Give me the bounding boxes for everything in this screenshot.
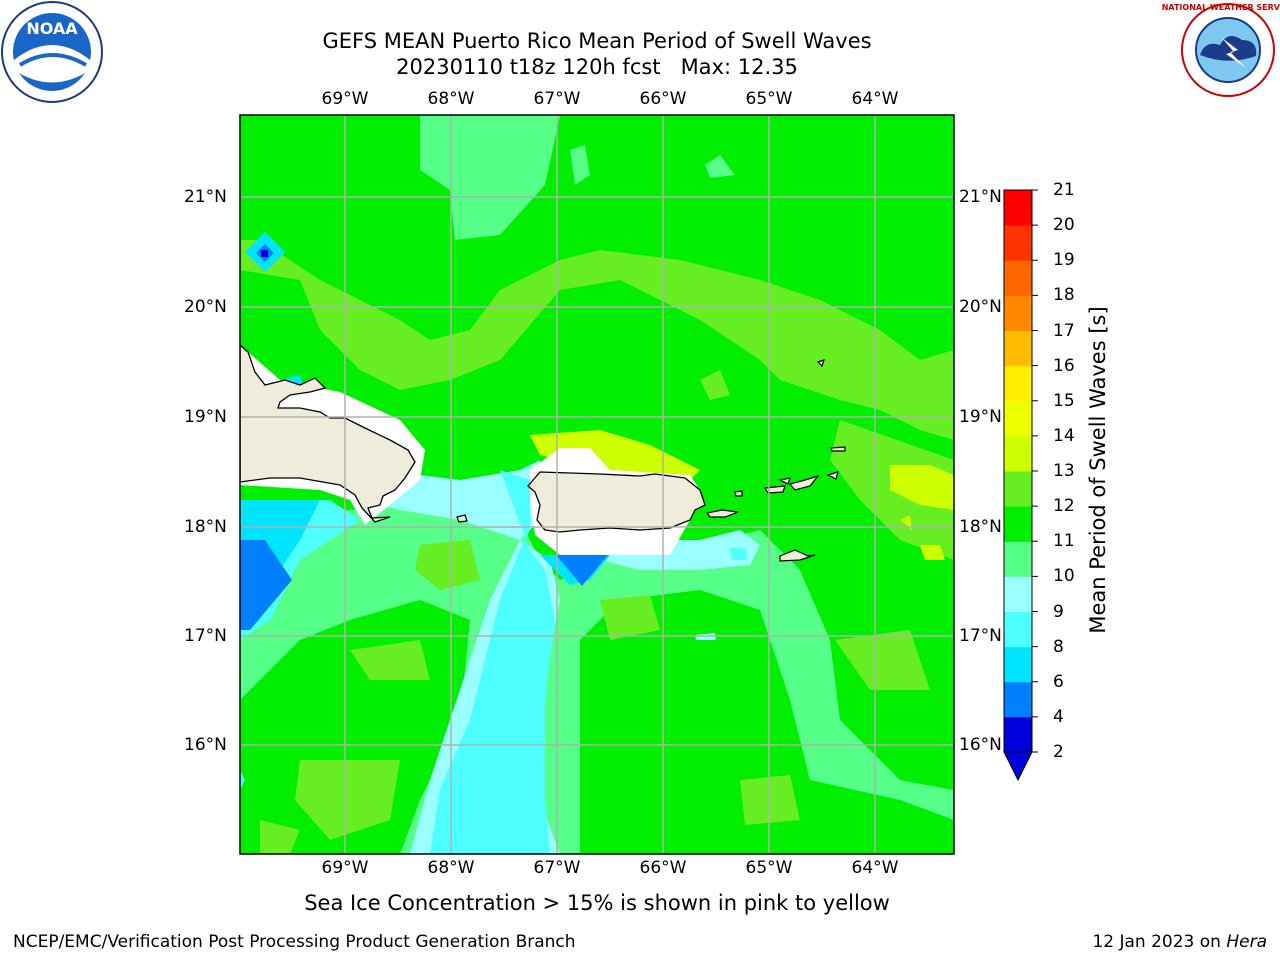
colorbar-tick-label: 10 bbox=[1053, 566, 1075, 587]
noaa-logo: NOAA bbox=[1, 1, 103, 103]
colorbar-segment bbox=[1004, 681, 1032, 718]
colorbar-tick-label: 2 bbox=[1053, 742, 1064, 762]
colorbar-tick-label: 13 bbox=[1053, 461, 1075, 481]
colorbar-tick-label: 9 bbox=[1053, 601, 1064, 622]
colorbar-segment bbox=[1004, 295, 1032, 331]
colorbar-title: Mean Period of Swell Waves [s] bbox=[1086, 306, 1110, 634]
lon-label-bottom: 68°W bbox=[427, 858, 475, 878]
lat-label-left: 20°N bbox=[184, 297, 227, 317]
land-hispaniola bbox=[240, 344, 416, 523]
colorbar-segment bbox=[1004, 365, 1032, 402]
lon-label-top: 67°W bbox=[533, 89, 581, 109]
colorbar-tick-label: 16 bbox=[1053, 355, 1075, 376]
nws-logo: NATIONAL WEATHER SERVICE bbox=[1162, 3, 1280, 97]
lon-label-top: 68°W bbox=[427, 89, 475, 109]
lat-label-right: 20°N bbox=[959, 297, 1002, 317]
lat-label-right: 18°N bbox=[959, 517, 1002, 537]
lon-label-top: 65°W bbox=[745, 89, 793, 109]
colorbar bbox=[1003, 189, 1038, 782]
colorbar-segment bbox=[1004, 260, 1032, 296]
lon-label-bottom: 67°W bbox=[533, 858, 581, 878]
colorbar-segment bbox=[1004, 435, 1032, 472]
map-plot bbox=[240, 115, 954, 854]
colorbar-segment bbox=[1004, 611, 1032, 648]
colorbar-segment bbox=[1004, 330, 1032, 367]
lon-label-bottom: 69°W bbox=[321, 858, 369, 878]
colorbar-tick-label: 20 bbox=[1053, 215, 1075, 236]
colorbar-tick-label: 15 bbox=[1053, 390, 1075, 411]
colorbar-tick-label: 21 bbox=[1053, 180, 1075, 200]
map-frame bbox=[239, 114, 955, 855]
colorbar-segment bbox=[1004, 225, 1032, 261]
colorbar-tick-label: 14 bbox=[1053, 425, 1075, 446]
colorbar-segment bbox=[1004, 400, 1032, 437]
lat-label-right: 17°N bbox=[959, 626, 1002, 646]
colorbar-segment bbox=[1004, 506, 1032, 542]
nws-logo-text: NATIONAL WEATHER SERVICE bbox=[1162, 3, 1280, 12]
colorbar-tick-label: 11 bbox=[1053, 531, 1075, 552]
lon-label-bottom: 64°W bbox=[851, 858, 899, 878]
map-gridlines bbox=[240, 115, 954, 854]
footer-host: Hera bbox=[1226, 932, 1267, 952]
colorbar-segment bbox=[1004, 471, 1032, 507]
lon-label-top: 64°W bbox=[851, 89, 899, 109]
lat-label-right: 16°N bbox=[959, 735, 1002, 755]
lon-label-top: 66°W bbox=[639, 89, 687, 109]
footer-date-text: 12 Jan 2023 on bbox=[1092, 932, 1227, 952]
land-puerto-rico bbox=[527, 471, 706, 533]
colorbar-tick-label: 8 bbox=[1053, 636, 1064, 657]
colorbar-tick-label: 18 bbox=[1053, 285, 1075, 306]
noaa-logo-text: NOAA bbox=[26, 19, 78, 38]
lat-label-right: 21°N bbox=[959, 187, 1002, 207]
colorbar-segment bbox=[1004, 646, 1032, 683]
chart-subtitle: 20230110 t18z 120h fcst Max: 12.35 bbox=[396, 55, 798, 79]
land-small-islands bbox=[456, 359, 846, 562]
lat-label-left: 21°N bbox=[184, 187, 227, 207]
colorbar-tick-label: 4 bbox=[1053, 706, 1064, 727]
colorbar-tick-label: 19 bbox=[1053, 250, 1075, 271]
sea-ice-note: Sea Ice Concentration > 15% is shown in … bbox=[304, 891, 890, 915]
colorbar-segment bbox=[1004, 576, 1032, 612]
lat-label-left: 18°N bbox=[184, 517, 227, 537]
footer-branch: NCEP/EMC/Verification Post Processing Pr… bbox=[13, 932, 576, 952]
lon-label-top: 69°W bbox=[321, 89, 369, 109]
lat-label-left: 19°N bbox=[184, 407, 227, 427]
lat-label-left: 17°N bbox=[184, 626, 227, 646]
colorbar-segment bbox=[1004, 190, 1032, 226]
period-12-13-regions bbox=[530, 430, 954, 560]
lon-label-bottom: 65°W bbox=[745, 858, 793, 878]
colorbar-tick-label: 17 bbox=[1053, 320, 1075, 341]
footer-date: 12 Jan 2023 on Hera bbox=[1092, 932, 1267, 952]
chart-title: GEFS MEAN Puerto Rico Mean Period of Swe… bbox=[322, 29, 872, 53]
colorbar-segment bbox=[1004, 541, 1032, 577]
colorbar-tick-label: 6 bbox=[1053, 671, 1064, 692]
lat-label-right: 19°N bbox=[959, 407, 1002, 427]
lat-label-left: 16°N bbox=[184, 735, 227, 755]
lon-label-bottom: 66°W bbox=[639, 858, 687, 878]
colorbar-extend-arrow bbox=[1003, 751, 1033, 782]
colorbar-segment bbox=[1004, 716, 1032, 753]
colorbar-tick-label: 12 bbox=[1053, 496, 1075, 517]
